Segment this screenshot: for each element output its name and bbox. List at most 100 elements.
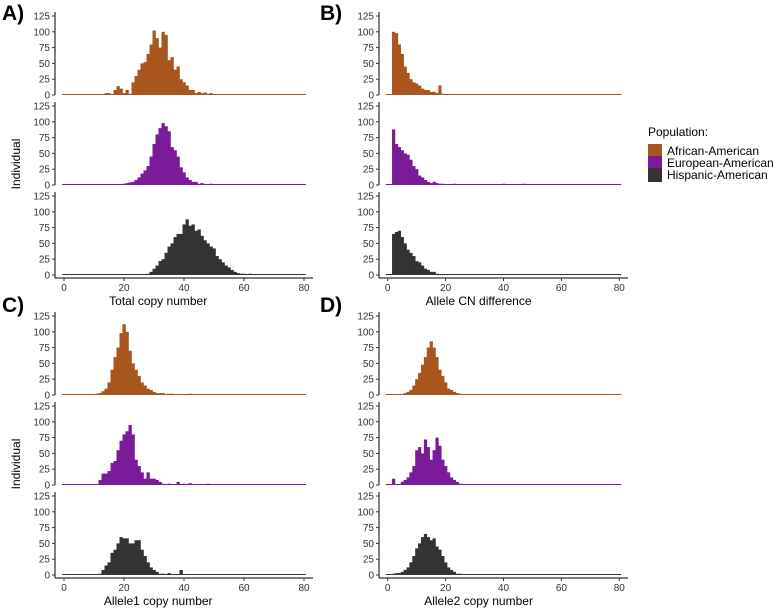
y-tick-label: 0 (368, 271, 374, 282)
y-tick-label: 50 (363, 359, 375, 370)
histogram-bar (441, 459, 445, 485)
histogram-bar (394, 573, 399, 575)
histogram-bar (429, 271, 433, 275)
legend-label-european-american: European-American (667, 156, 774, 170)
histogram-bar (146, 562, 150, 575)
y-tick-label: 125 (357, 192, 374, 203)
histogram-bar (429, 341, 433, 395)
histogram-bar (149, 156, 153, 185)
y-tick-label: 0 (44, 481, 50, 492)
y-tick-label: 125 (33, 102, 50, 113)
histogram-bar (146, 273, 150, 275)
histogram-bar (185, 85, 189, 95)
histogram-bar (179, 233, 183, 275)
panel-b-letter: B) (320, 2, 342, 25)
panel-a-facet-african-american: 0 25 50 75 100 125 (33, 12, 306, 102)
x-tick-label: 60 (238, 583, 250, 594)
y-tick-label: 125 (357, 402, 374, 413)
x-tick-label: 20 (118, 283, 130, 294)
panel-a-x-axis-title: Total copy number (109, 294, 207, 308)
histogram-bar (412, 466, 416, 485)
histogram-bar (161, 123, 165, 185)
histogram-bar (158, 261, 162, 275)
histogram-bar (206, 483, 210, 485)
histogram-bar (423, 268, 428, 275)
x-tick-label: 20 (118, 583, 130, 594)
histogram-bar (191, 224, 195, 275)
histogram-bar (435, 183, 439, 185)
histogram-bar (423, 357, 428, 395)
histogram-bar (143, 170, 147, 185)
histogram-bar (447, 184, 451, 185)
y-tick-label: 100 (357, 417, 374, 428)
histogram-bar (449, 389, 454, 395)
histogram-bar (435, 93, 439, 95)
y-tick-label: 0 (44, 181, 50, 192)
histogram-bar (158, 573, 162, 575)
histogram-bar (441, 556, 445, 575)
histogram-bar (209, 246, 213, 275)
legend-swatch-european-american (648, 156, 662, 170)
histogram-bar (116, 347, 120, 395)
histogram-bar (188, 225, 192, 275)
y-tick-label: 0 (368, 571, 374, 582)
histogram-bar (116, 86, 120, 95)
x-tick-label: 20 (440, 583, 452, 594)
histogram-bar (161, 393, 165, 395)
y-tick-label: 125 (357, 102, 374, 113)
panel-d-facet-hispanic-american: 0 25 50 75 100 125 (357, 492, 622, 582)
histogram-bar (146, 388, 150, 395)
histogram-bar (119, 440, 123, 485)
histogram-bar (447, 472, 451, 485)
histogram-bar (412, 82, 416, 95)
histogram-bar (134, 369, 138, 395)
histogram-bar (435, 357, 439, 395)
y-tick-label: 125 (357, 492, 374, 503)
histogram-bar (176, 156, 180, 185)
histogram-bar (140, 472, 144, 485)
histogram-bar (170, 243, 174, 275)
histogram-bar (400, 237, 404, 275)
x-tick-label: 0 (61, 283, 67, 294)
y-tick-label: 100 (33, 507, 50, 518)
histogram-bar (110, 94, 114, 95)
histogram-bar (406, 249, 410, 275)
histogram-bar (131, 363, 135, 395)
histogram-bar (194, 93, 198, 95)
histogram-bar (107, 562, 111, 575)
panel-a-letter: A) (2, 2, 24, 25)
histogram-bar (392, 129, 396, 185)
histogram-bar (128, 182, 132, 185)
histogram-bar (418, 175, 422, 185)
y-tick-label: 50 (363, 239, 375, 250)
histogram-bar (435, 273, 439, 275)
histogram-bar (119, 88, 123, 95)
histogram-bar (397, 573, 402, 575)
histogram-bar (394, 33, 399, 95)
histogram-bar (152, 143, 156, 185)
histogram-bar (161, 31, 165, 95)
histogram-bar (173, 237, 177, 275)
histogram-bar (455, 573, 459, 575)
histogram-bar (131, 543, 135, 575)
histogram-bar (122, 183, 126, 185)
y-tick-label: 75 (363, 433, 375, 444)
histogram-bar (435, 546, 439, 575)
y-tick-label: 25 (363, 555, 375, 566)
histogram-bar (420, 88, 425, 95)
histogram-bar (107, 471, 111, 485)
histogram-bar (164, 34, 168, 95)
histogram-bar (409, 472, 413, 485)
histogram-bar (429, 91, 433, 95)
histogram-bar (128, 350, 132, 395)
y-tick-label: 25 (363, 75, 375, 86)
y-tick-label: 75 (39, 133, 51, 144)
histogram-bar (452, 571, 457, 575)
y-tick-label: 100 (357, 27, 374, 38)
histogram-bar (197, 229, 201, 275)
histogram-bar (146, 472, 150, 485)
histogram-bar (152, 569, 156, 575)
histogram-bar (397, 147, 402, 185)
histogram-bar (143, 274, 147, 275)
histogram-bar (188, 483, 192, 485)
